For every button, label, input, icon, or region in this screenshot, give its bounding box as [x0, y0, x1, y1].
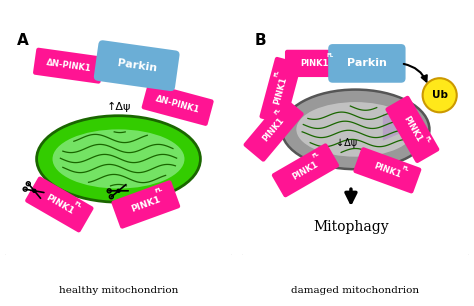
FancyBboxPatch shape	[353, 147, 421, 193]
Text: B: B	[254, 33, 266, 48]
Text: ↓Δψ: ↓Δψ	[336, 138, 357, 148]
Text: PINK1: PINK1	[301, 59, 329, 68]
Circle shape	[117, 189, 120, 192]
Text: PINK1: PINK1	[130, 195, 162, 214]
Text: FL: FL	[273, 69, 280, 77]
FancyBboxPatch shape	[94, 40, 180, 91]
FancyBboxPatch shape	[142, 83, 214, 126]
Text: FL: FL	[154, 187, 163, 194]
Ellipse shape	[296, 102, 415, 157]
Text: PINK1: PINK1	[291, 159, 320, 181]
Text: damaged mitochondrion: damaged mitochondrion	[292, 286, 419, 295]
Text: PINK1: PINK1	[44, 193, 75, 216]
Text: ΔN-PINK1: ΔN-PINK1	[46, 58, 91, 73]
Ellipse shape	[282, 90, 429, 169]
Text: FL: FL	[401, 165, 410, 172]
Text: ΔN-PINK1: ΔN-PINK1	[155, 94, 201, 114]
Polygon shape	[383, 114, 415, 141]
FancyBboxPatch shape	[239, 25, 472, 257]
Ellipse shape	[36, 116, 201, 202]
Text: FL: FL	[311, 151, 320, 159]
FancyBboxPatch shape	[285, 50, 344, 77]
Text: Mitophagy: Mitophagy	[313, 220, 389, 234]
FancyBboxPatch shape	[328, 44, 406, 83]
Text: FL: FL	[73, 201, 83, 209]
Text: Parkin: Parkin	[347, 58, 387, 69]
Ellipse shape	[53, 129, 184, 188]
Text: PINK1: PINK1	[261, 116, 286, 143]
FancyBboxPatch shape	[259, 57, 301, 125]
Text: FL: FL	[326, 53, 334, 58]
FancyBboxPatch shape	[385, 96, 439, 163]
FancyBboxPatch shape	[272, 143, 339, 197]
Text: Parkin: Parkin	[116, 58, 157, 73]
Text: FL: FL	[424, 135, 431, 144]
Text: A: A	[17, 33, 29, 48]
Text: PINK1: PINK1	[373, 161, 402, 179]
Text: FL: FL	[274, 107, 283, 116]
Circle shape	[33, 189, 36, 192]
FancyBboxPatch shape	[2, 25, 235, 257]
Circle shape	[423, 78, 457, 112]
FancyBboxPatch shape	[33, 48, 104, 84]
Text: ↑Δψ: ↑Δψ	[106, 102, 131, 112]
Text: healthy mitochondrion: healthy mitochondrion	[59, 286, 178, 295]
FancyBboxPatch shape	[244, 97, 304, 162]
FancyBboxPatch shape	[25, 177, 93, 233]
Text: PINK1: PINK1	[273, 76, 289, 106]
Text: Ub: Ub	[432, 90, 447, 100]
FancyBboxPatch shape	[111, 180, 180, 229]
Text: PINK1: PINK1	[401, 115, 423, 144]
